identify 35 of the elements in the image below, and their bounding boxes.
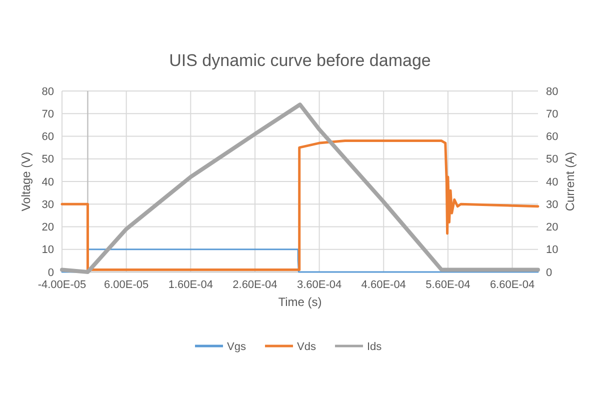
y-tick-label: 80 bbox=[42, 86, 54, 98]
y2-tick-label: 60 bbox=[546, 131, 558, 144]
x-tick-label: 5.60E-04 bbox=[426, 279, 470, 291]
x-tick-label: 4.60E-04 bbox=[361, 279, 406, 291]
line-series bbox=[60, 102, 540, 274]
y-axis-title: Voltage (V) bbox=[19, 152, 33, 212]
line-series bbox=[60, 140, 540, 271]
x-tick-label: 6.60E-04 bbox=[490, 279, 535, 291]
x-tick-label: 1.60E-04 bbox=[168, 279, 213, 291]
y-tick-label: 70 bbox=[42, 108, 54, 120]
x-tick-label: 3.60E-04 bbox=[296, 279, 342, 291]
chart-title: UIS dynamic curve before damage bbox=[169, 51, 431, 70]
y2-tick-label: 40 bbox=[546, 176, 558, 188]
y-tick-label: 40 bbox=[42, 176, 54, 188]
y2-tick-label: 70 bbox=[546, 108, 558, 120]
y-tick-label: 10 bbox=[42, 244, 54, 256]
x-tick-label: 2.60E-04 bbox=[232, 279, 278, 291]
y2-tick-label: 20 bbox=[546, 222, 558, 234]
y-tick-label: 50 bbox=[42, 154, 54, 166]
y-tick-label: 20 bbox=[42, 222, 54, 234]
x-axis-title: Time (s) bbox=[278, 295, 322, 309]
y2-tick-label: 80 bbox=[546, 86, 558, 98]
y2-tick-label: 10 bbox=[546, 244, 558, 256]
y-tick-label: 0 bbox=[48, 266, 54, 279]
x-tick-label: -4.00E-05 bbox=[38, 279, 86, 291]
legend-label: Vgs bbox=[227, 340, 246, 353]
legend-label: Vds bbox=[297, 340, 316, 353]
y2-tick-label: 50 bbox=[546, 154, 558, 166]
y2-tick-label: 0 bbox=[546, 266, 552, 279]
legend-label: Ids bbox=[367, 340, 382, 353]
y2-axis-title: Current (A) bbox=[563, 152, 577, 212]
y2-tick-label: 30 bbox=[546, 198, 558, 211]
x-tick-label: 6.00E-05 bbox=[104, 279, 149, 291]
y-tick-label: 60 bbox=[42, 131, 54, 144]
y-tick-label: 30 bbox=[42, 198, 54, 211]
